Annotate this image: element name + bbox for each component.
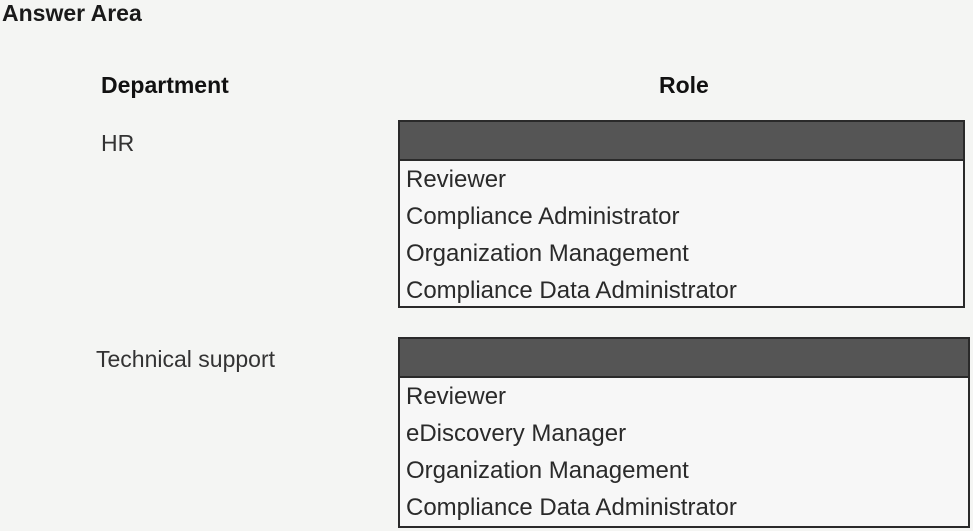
dropdown-header[interactable] <box>400 122 963 161</box>
option-compliance-data-administrator[interactable]: Compliance Data Administrator <box>406 494 737 521</box>
option-organization-management[interactable]: Organization Management <box>406 457 689 484</box>
option-reviewer[interactable]: Reviewer <box>406 166 507 193</box>
option-ediscovery-manager[interactable]: eDiscovery Manager <box>406 420 627 447</box>
option-reviewer[interactable]: Reviewer <box>406 383 507 410</box>
option-compliance-administrator[interactable]: Compliance Administrator <box>406 203 680 230</box>
answer-area-title: Answer Area <box>2 0 142 26</box>
dropdown-header[interactable] <box>400 339 968 378</box>
role-dropdown-hr[interactable]: Reviewer Compliance Administrator Organi… <box>398 120 965 308</box>
role-dropdown-technical-support[interactable]: Reviewer eDiscovery Manager Organization… <box>398 337 970 528</box>
option-organization-management[interactable]: Organization Management <box>406 240 689 267</box>
department-technical-support: Technical support <box>96 346 275 372</box>
option-compliance-data-administrator[interactable]: Compliance Data Administrator <box>406 277 737 304</box>
department-hr: HR <box>101 130 135 156</box>
role-header: Role <box>659 72 709 98</box>
department-header: Department <box>101 72 229 98</box>
